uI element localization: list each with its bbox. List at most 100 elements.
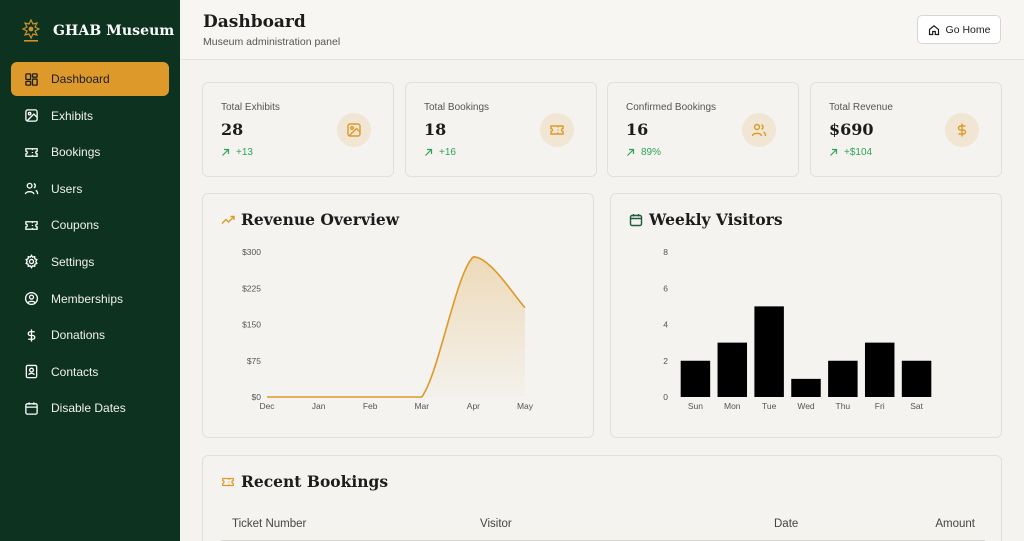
gear-icon <box>23 254 39 270</box>
stat-value: 28 <box>221 120 244 139</box>
y-tick-label: $0 <box>252 392 262 402</box>
sidebar-item-label: Bookings <box>51 145 101 160</box>
x-tick-label: Fri <box>875 401 885 411</box>
weekly-visitors-title: Weekly Visitors <box>649 210 783 229</box>
x-tick-label: Mon <box>724 401 741 411</box>
x-tick-label: Dec <box>259 401 275 411</box>
x-tick-label: Thu <box>836 401 851 411</box>
page-title: Dashboard <box>203 12 306 32</box>
y-tick-label: 6 <box>663 283 668 293</box>
stat-value: 16 <box>626 120 649 139</box>
trending-up-icon <box>221 213 235 227</box>
column-header-amount[interactable]: Amount <box>935 518 975 530</box>
y-tick-label: $300 <box>242 247 261 257</box>
dashboard-grid-icon <box>23 71 39 87</box>
y-tick-label: 2 <box>663 356 668 366</box>
revenue-area-chart: $0 $75 $150 $225 $300 Dec Jan Feb Mar Apr May <box>242 247 534 411</box>
sidebar-item-label: Disable Dates <box>51 401 126 416</box>
sidebar: GHAB Museum Dashboard Exhibits Bookings … <box>0 0 180 541</box>
column-header-ticket-number[interactable]: Ticket Number <box>232 518 307 530</box>
panel-title: Revenue Overview <box>221 210 399 229</box>
trend-up-arrow-icon <box>222 148 230 156</box>
panel-title: Recent Bookings <box>221 472 388 491</box>
stat-label: Total Revenue <box>829 102 893 113</box>
visitor-bar[interactable] <box>901 360 932 397</box>
visitor-bar[interactable] <box>864 342 895 397</box>
y-tick-label: $75 <box>247 356 261 366</box>
users-icon <box>23 181 39 197</box>
visitor-bar[interactable] <box>680 360 711 397</box>
museum-logo-icon <box>20 18 42 44</box>
recent-bookings-panel: Recent Bookings Ticket Number Visitor Da… <box>202 455 1002 541</box>
home-icon <box>928 24 939 35</box>
sidebar-item-contacts[interactable]: Contacts <box>11 355 169 389</box>
stat-label: Total Bookings <box>424 102 490 113</box>
sidebar-item-bookings[interactable]: Bookings <box>11 135 169 169</box>
trend-up-arrow-icon <box>830 148 838 156</box>
go-home-button[interactable]: Go Home <box>917 15 1001 44</box>
y-tick-label: $225 <box>242 283 261 293</box>
y-tick-label: 4 <box>663 320 668 330</box>
stat-label: Confirmed Bookings <box>626 102 717 113</box>
sidebar-item-label: Memberships <box>51 291 124 306</box>
x-tick-label: Feb <box>363 401 378 411</box>
go-home-label: Go Home <box>945 23 991 36</box>
sidebar-item-disable-dates[interactable]: Disable Dates <box>11 391 169 425</box>
sidebar-item-label: Users <box>51 181 83 196</box>
panel-title: Weekly Visitors <box>629 210 783 229</box>
column-header-date[interactable]: Date <box>774 518 799 530</box>
revenue-overview-title: Revenue Overview <box>241 210 400 229</box>
calendar-icon <box>23 400 39 416</box>
x-tick-label: Wed <box>797 401 815 411</box>
stat-card-total-exhibits: Total Exhibits 28 +13 <box>202 82 394 177</box>
stat-delta-value: 89% <box>641 147 662 158</box>
recent-bookings-title: Recent Bookings <box>241 472 389 491</box>
brand[interactable]: GHAB Museum <box>20 16 174 46</box>
sidebar-item-label: Donations <box>51 328 106 343</box>
x-tick-label: May <box>517 401 534 411</box>
visitor-bar[interactable] <box>791 378 821 397</box>
revenue-series-line <box>267 256 526 398</box>
sidebar-item-coupons[interactable]: Coupons <box>11 208 169 242</box>
x-tick-label: Sat <box>910 401 923 411</box>
x-tick-label: Tue <box>762 401 777 411</box>
stat-delta-value: +16 <box>439 147 456 158</box>
page-header: Dashboard Museum administration panel Go… <box>180 0 1024 60</box>
sidebar-item-settings[interactable]: Settings <box>11 245 169 279</box>
user-circle-icon <box>23 291 39 307</box>
x-tick-label: Mar <box>414 401 429 411</box>
brand-name: GHAB Museum <box>53 23 175 39</box>
stat-delta: +13 <box>221 147 253 158</box>
sidebar-item-dashboard[interactable]: Dashboard <box>11 62 169 96</box>
page-subtitle: Museum administration panel <box>203 36 341 48</box>
sidebar-item-donations[interactable]: Donations <box>11 318 169 352</box>
sidebar-nav: Dashboard Exhibits Bookings Users Coupon… <box>11 62 169 428</box>
sidebar-item-label: Exhibits <box>51 108 94 123</box>
visitor-bar[interactable] <box>828 360 858 397</box>
ticket-icon <box>540 113 574 147</box>
table-header: Ticket Number Visitor Date Amount <box>221 516 985 541</box>
stat-delta: +$104 <box>829 147 872 158</box>
dollar-icon <box>945 113 979 147</box>
y-tick-label: 8 <box>663 247 668 257</box>
sidebar-item-label: Dashboard <box>51 72 110 86</box>
column-header-visitor[interactable]: Visitor <box>480 518 512 530</box>
stat-label: Total Exhibits <box>221 102 280 113</box>
y-tick-label: $150 <box>242 320 261 330</box>
stat-value: $690 <box>829 120 874 139</box>
sidebar-item-exhibits[interactable]: Exhibits <box>11 99 169 133</box>
ticket-icon <box>221 475 235 489</box>
revenue-overview-panel: Revenue Overview $0 $75 $150 $225 $300 Dec Jan… <box>202 193 594 438</box>
stat-card-total-revenue: Total Revenue $690 +$104 <box>810 82 1002 177</box>
visitor-bar[interactable] <box>717 342 748 397</box>
weekly-visitors-panel: Weekly Visitors 0 2 4 6 8 Sun Mon Tue Wed Thu Fri S… <box>610 193 1002 438</box>
sidebar-item-memberships[interactable]: Memberships <box>11 282 169 316</box>
visitor-bar[interactable] <box>754 306 784 397</box>
dollar-icon <box>23 327 39 343</box>
sidebar-item-label: Settings <box>51 254 95 269</box>
coupon-ticket-icon <box>23 217 39 233</box>
x-tick-label: Sun <box>688 401 703 411</box>
sidebar-item-users[interactable]: Users <box>11 172 169 206</box>
image-icon <box>23 108 39 124</box>
sidebar-item-label: Coupons <box>51 218 100 233</box>
